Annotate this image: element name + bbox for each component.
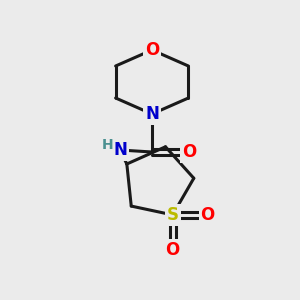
Text: N: N	[113, 141, 127, 159]
Text: N: N	[145, 105, 159, 123]
Text: S: S	[167, 206, 178, 224]
Text: O: O	[182, 143, 196, 161]
Text: O: O	[145, 41, 159, 59]
Text: O: O	[200, 206, 215, 224]
Text: O: O	[166, 241, 180, 259]
Text: H: H	[102, 138, 114, 152]
